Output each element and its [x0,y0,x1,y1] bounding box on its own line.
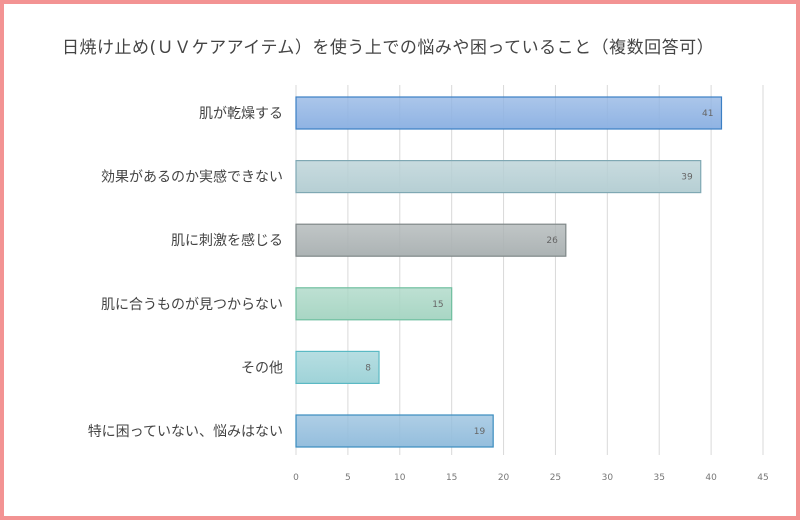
category-label: 特に困っていない、悩みはない [88,424,283,440]
bar [295,96,723,130]
x-tick-label: 30 [602,473,614,483]
data-label: 8 [365,363,371,373]
x-tick-label: 15 [446,473,457,483]
x-tick-label: 25 [550,473,561,483]
chart-title: 日焼け止め(ＵＶケアアイテム）を使う上での悩みや困っていること（複数回答可） [62,38,715,58]
bar [295,414,494,448]
bar [295,350,380,384]
category-label: 肌に刺激を感じる [171,232,283,249]
x-tick-label: 10 [394,473,406,483]
x-tick-label: 35 [653,473,664,483]
x-tick-label: 0 [293,473,299,483]
data-label: 19 [474,427,486,437]
x-tick-label: 45 [757,473,768,483]
category-label: その他 [241,360,283,376]
data-label: 41 [702,109,713,119]
x-tick-label: 40 [705,473,717,483]
bar [295,223,567,257]
bar [295,287,453,321]
data-label: 15 [432,300,443,310]
x-tick-label: 20 [498,473,510,483]
data-label: 26 [546,236,558,246]
category-label: 効果があるのか実感できない [101,169,283,186]
category-label: 肌に合うものが見つからない [101,297,283,313]
x-tick-label: 5 [345,473,351,483]
bar [295,160,702,194]
category-label: 肌が乾燥する [199,106,283,122]
data-label: 39 [681,173,693,183]
